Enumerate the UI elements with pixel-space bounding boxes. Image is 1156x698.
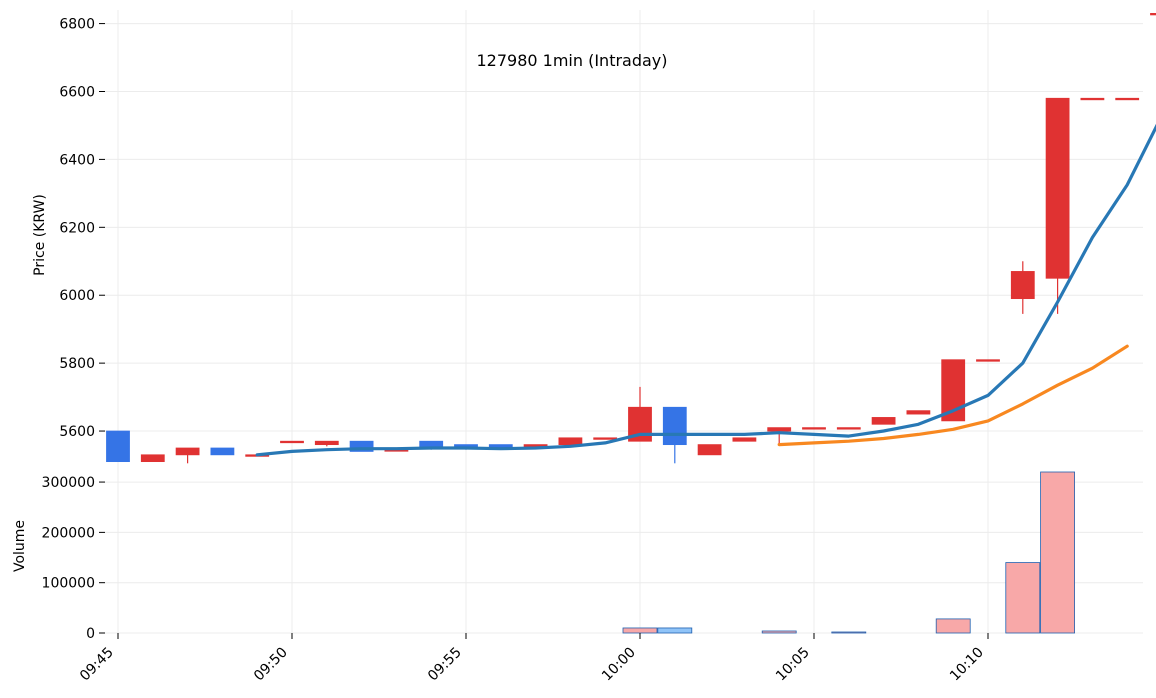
candle-body bbox=[628, 406, 652, 442]
volume-tick-label: 300000 bbox=[42, 475, 95, 491]
volume-tick-label: 0 bbox=[86, 626, 95, 642]
candles bbox=[106, 12, 1156, 464]
candle-body bbox=[175, 447, 200, 456]
candle-body bbox=[1150, 12, 1156, 16]
candle-body bbox=[1080, 97, 1105, 101]
candle-body bbox=[662, 406, 687, 446]
price-tick-label: 5800 bbox=[59, 356, 95, 372]
chart-title: 127980 1min (Intraday) bbox=[476, 51, 667, 70]
time-tick-label: 09:50 bbox=[251, 645, 291, 685]
candle-body bbox=[767, 427, 792, 432]
axes: 5600 5800 6000 6200 6400 6600 6800 0 100000 20000… bbox=[42, 17, 989, 685]
volume-bar bbox=[1040, 471, 1075, 634]
candle-body bbox=[906, 410, 931, 415]
volume-axis-label: Volume bbox=[12, 520, 28, 572]
price-tick-label: 6400 bbox=[59, 152, 95, 168]
time-tick-label: 09:55 bbox=[425, 645, 465, 685]
volume-bar bbox=[1005, 562, 1041, 634]
volume-bar bbox=[657, 627, 693, 634]
candle-body bbox=[697, 444, 722, 456]
volume-bar bbox=[761, 630, 797, 634]
candle-body bbox=[210, 447, 235, 456]
candle-body bbox=[1010, 271, 1035, 300]
candle-body bbox=[593, 437, 618, 440]
moving-averages bbox=[255, 123, 1156, 457]
price-axis-label: Price (KRW) bbox=[32, 194, 48, 276]
candle-body bbox=[349, 440, 374, 452]
sma-slow-line bbox=[777, 344, 1129, 447]
price-tick-label: 6200 bbox=[59, 220, 95, 236]
volume-bar bbox=[935, 618, 971, 634]
candle-body bbox=[732, 437, 757, 442]
candle-body bbox=[836, 427, 861, 430]
candle-body bbox=[976, 359, 1000, 362]
time-tick-label: 10:10 bbox=[947, 645, 987, 685]
candle-body bbox=[871, 417, 896, 425]
volume-bars bbox=[622, 471, 1075, 634]
price-tick-label: 5600 bbox=[59, 424, 95, 440]
volume-tick-label: 200000 bbox=[42, 525, 95, 541]
time-tick-label: 09:45 bbox=[77, 645, 117, 685]
candle-body bbox=[314, 440, 339, 446]
time-tick-label: 10:00 bbox=[599, 645, 639, 685]
candle-body bbox=[280, 440, 304, 444]
candle-body bbox=[941, 359, 966, 422]
price-tick-label: 6000 bbox=[59, 288, 95, 304]
candle-body bbox=[558, 437, 583, 446]
candle-body bbox=[1115, 97, 1140, 101]
volume-tick-label: 100000 bbox=[42, 576, 95, 592]
grid bbox=[105, 10, 1143, 634]
price-tick-label: 6600 bbox=[59, 84, 95, 100]
candle-body bbox=[1045, 97, 1070, 279]
candle-body bbox=[140, 454, 165, 463]
sma-fast-line bbox=[255, 123, 1156, 457]
candle-body bbox=[106, 430, 130, 463]
volume-bar bbox=[831, 631, 867, 634]
candle-body bbox=[802, 427, 826, 430]
time-tick-label: 10:05 bbox=[773, 645, 813, 685]
volume-bar bbox=[622, 627, 658, 634]
price-tick-label: 6800 bbox=[59, 17, 95, 33]
